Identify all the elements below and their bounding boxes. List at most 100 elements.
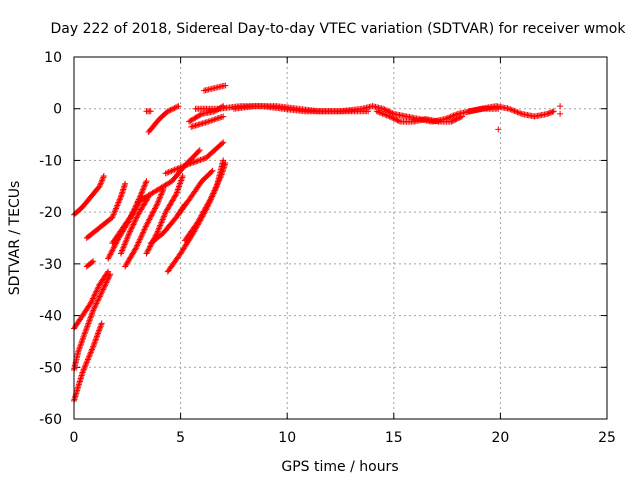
data-point xyxy=(507,106,514,113)
data-point xyxy=(132,205,139,212)
data-point xyxy=(381,106,388,113)
data-point xyxy=(84,323,91,330)
data-point xyxy=(141,182,148,189)
data-point xyxy=(514,109,521,116)
data-point xyxy=(160,215,167,222)
data-point xyxy=(382,111,389,118)
data-point xyxy=(88,311,95,318)
data-point xyxy=(83,360,90,367)
data-point xyxy=(174,103,181,110)
data-point xyxy=(84,357,91,364)
data-point xyxy=(90,343,97,350)
data-point xyxy=(495,126,502,133)
data-point xyxy=(128,225,135,232)
data-point xyxy=(79,369,86,376)
data-point xyxy=(459,113,466,120)
data-point xyxy=(119,247,126,254)
data-point xyxy=(209,117,216,124)
series-arc-a xyxy=(71,320,105,404)
data-point xyxy=(167,168,174,175)
x-tick-label: 10 xyxy=(278,430,296,446)
data-point xyxy=(90,307,97,314)
data-point xyxy=(387,114,394,121)
data-point xyxy=(135,239,142,246)
data-point xyxy=(155,225,162,232)
data-point xyxy=(93,287,100,294)
data-point xyxy=(99,175,106,182)
data-point xyxy=(187,160,194,167)
data-point xyxy=(133,243,140,250)
data-point xyxy=(508,106,515,113)
data-point xyxy=(144,220,151,227)
data-point xyxy=(140,229,147,236)
data-point xyxy=(217,114,224,121)
data-point xyxy=(222,160,229,167)
series-arc-f xyxy=(83,180,129,241)
data-point xyxy=(94,297,101,304)
x-tick-label: 20 xyxy=(491,430,509,446)
data-point xyxy=(88,298,95,305)
data-point xyxy=(119,246,126,253)
data-point xyxy=(158,219,165,226)
data-point xyxy=(139,230,146,237)
data-point xyxy=(96,293,103,300)
data-point xyxy=(176,181,183,188)
data-point xyxy=(150,208,157,215)
data-point xyxy=(211,116,218,123)
data-point xyxy=(139,187,146,194)
data-point xyxy=(544,110,551,117)
data-point xyxy=(129,224,136,231)
data-point xyxy=(157,222,164,229)
data-point xyxy=(180,163,187,170)
data-point xyxy=(97,324,104,331)
data-point xyxy=(96,327,103,334)
data-point xyxy=(164,169,171,176)
data-point xyxy=(132,217,139,224)
data-point xyxy=(386,113,393,120)
data-point xyxy=(456,114,463,121)
data-point xyxy=(139,186,146,193)
data-point xyxy=(93,288,100,295)
data-point xyxy=(175,103,182,110)
data-point xyxy=(214,181,221,188)
data-point xyxy=(170,167,177,174)
data-point xyxy=(152,205,159,212)
data-point xyxy=(149,209,156,216)
data-point xyxy=(178,175,185,182)
data-point xyxy=(197,156,204,163)
data-point xyxy=(94,330,101,337)
data-point xyxy=(159,218,166,225)
series-arc-p xyxy=(181,160,229,244)
data-point xyxy=(97,181,104,188)
data-point xyxy=(200,155,207,162)
data-point xyxy=(171,105,178,112)
data-point xyxy=(88,299,95,306)
data-point xyxy=(90,294,97,301)
data-point xyxy=(89,308,96,315)
data-point xyxy=(87,350,94,357)
data-point xyxy=(175,185,182,192)
series-arc-h xyxy=(122,185,167,270)
data-point xyxy=(196,157,203,164)
series-arc-c xyxy=(71,268,112,332)
data-point xyxy=(513,108,520,115)
data-point xyxy=(101,282,108,289)
data-point xyxy=(77,342,84,349)
data-point xyxy=(89,296,96,303)
data-point xyxy=(380,111,387,118)
data-point xyxy=(545,110,552,117)
data-point xyxy=(145,217,152,224)
data-point xyxy=(208,168,215,175)
data-point xyxy=(155,198,162,205)
data-point xyxy=(116,198,123,205)
data-point xyxy=(100,285,107,292)
data-point xyxy=(113,205,120,212)
data-point xyxy=(122,240,129,247)
data-point xyxy=(375,108,382,115)
data-point xyxy=(84,356,91,363)
data-point xyxy=(155,197,162,204)
data-point xyxy=(109,247,116,254)
data-point xyxy=(146,216,153,223)
data-point xyxy=(208,194,215,201)
data-point xyxy=(137,235,144,242)
